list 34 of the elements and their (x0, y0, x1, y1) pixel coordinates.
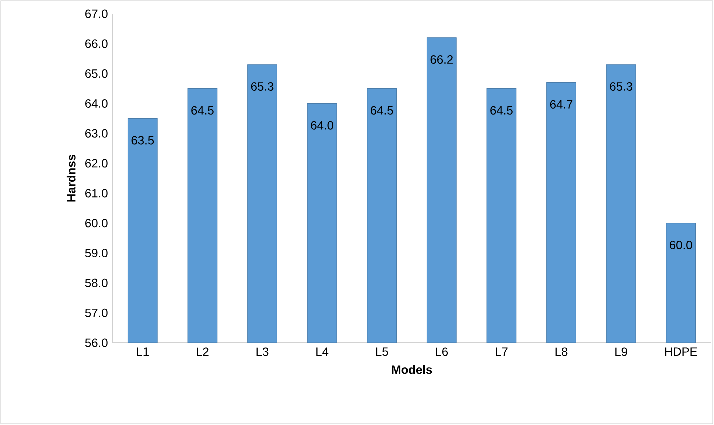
data-label: 66.2 (430, 56, 453, 64)
x-tick-label: L6 (436, 348, 448, 356)
y-tick-label: 59.0 (85, 249, 108, 258)
x-tick-label: L9 (616, 348, 628, 356)
y-tick-label: 63.0 (86, 129, 108, 138)
y-tick-label: 67.0 (86, 10, 108, 18)
x-tick-label: HDPE (665, 348, 698, 356)
x-axis-title: Models (392, 365, 432, 374)
data-label: 64.5 (371, 106, 394, 115)
data-label: 63.5 (132, 136, 154, 145)
y-tick-label: 58.0 (85, 278, 108, 288)
y-tick-label: 56.0 (85, 338, 108, 348)
data-label: 64.7 (550, 100, 573, 109)
x-tick-label: L8 (556, 348, 568, 356)
x-tick-label: L4 (316, 348, 329, 356)
y-tick-label: 62.0 (86, 159, 108, 168)
y-tick-label: 61.0 (86, 189, 108, 198)
y-tick-label: 60.0 (86, 219, 108, 228)
x-tick-label: L3 (256, 348, 269, 356)
y-tick-label: 64.0 (86, 99, 108, 108)
x-tick-label: L7 (496, 348, 508, 356)
data-label: 65.3 (251, 82, 274, 91)
y-tick-label: 66.0 (86, 40, 108, 48)
data-label: 60.0 (670, 240, 692, 250)
y-tick-label: 65.0 (86, 70, 108, 78)
data-label: 64.5 (490, 106, 513, 115)
data-label: 64.0 (311, 121, 334, 130)
data-label: 65.3 (610, 82, 632, 91)
x-tick-label: L5 (376, 348, 388, 356)
x-tick-label: L1 (137, 348, 149, 356)
data-label: 64.5 (192, 106, 214, 115)
y-tick-label: 57.0 (85, 308, 108, 318)
y-axis-title: Hardnss (66, 154, 76, 202)
x-tick-label: L2 (197, 348, 209, 356)
